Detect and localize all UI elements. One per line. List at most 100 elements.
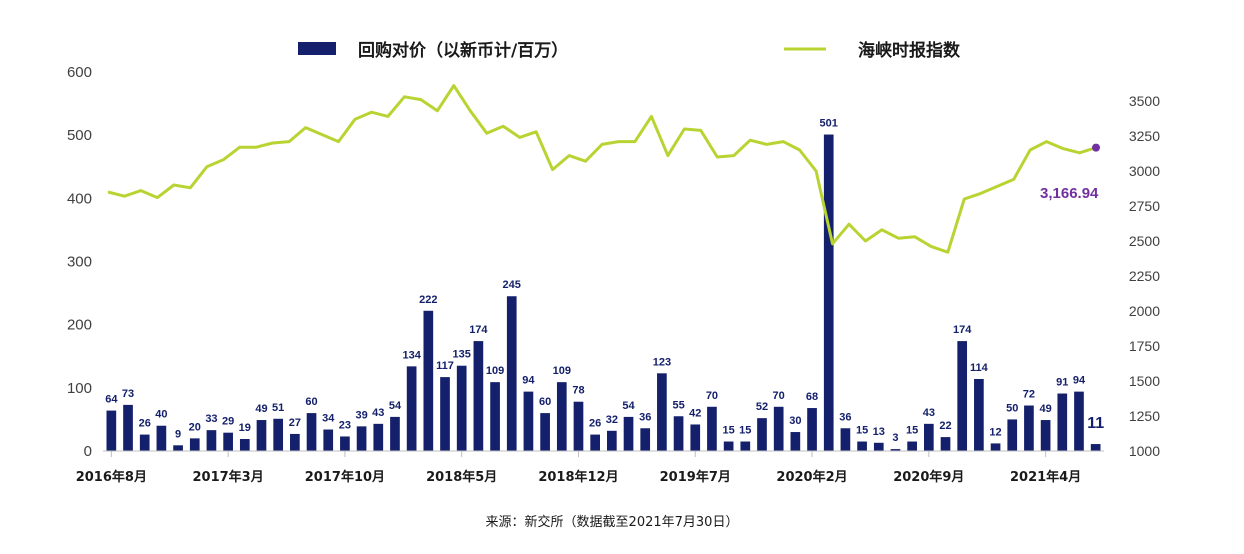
bar-label-38: 15: [739, 425, 751, 437]
bar-label-33: 123: [653, 356, 671, 368]
bar-label-25: 94: [522, 375, 535, 387]
bar-35: [690, 424, 701, 451]
bar-label-59: 11: [1087, 415, 1104, 432]
bar-29: [590, 434, 600, 451]
end-value-annotation: 3,166.94: [1040, 185, 1099, 202]
bar-59: [1090, 444, 1101, 451]
bar-label-2: 26: [139, 418, 151, 430]
bar-8: [239, 439, 250, 451]
bar-label-54: 50: [1006, 402, 1018, 414]
bar-47: [890, 449, 901, 451]
bar-label-22: 174: [469, 324, 488, 336]
bar-22: [473, 341, 484, 451]
bar-40: [773, 406, 784, 451]
bar-label-27: 109: [553, 365, 571, 377]
bar-label-49: 43: [923, 407, 935, 419]
bar-label-39: 52: [756, 401, 768, 413]
bar-label-5: 20: [189, 421, 201, 433]
bar-27: [556, 382, 567, 451]
bar-label-15: 39: [355, 409, 367, 421]
bar-43: [823, 134, 834, 452]
bar-41: [790, 432, 801, 451]
bar-38: [740, 441, 751, 451]
bar-11: [290, 433, 300, 451]
bar-label-7: 29: [222, 416, 234, 428]
bar-31: [623, 416, 634, 451]
bar-label-29: 26: [589, 418, 601, 430]
bar-45: [857, 441, 867, 451]
sti-end-marker: [1092, 143, 1100, 152]
buyback-bars: [106, 134, 1101, 452]
bar-2: [139, 434, 150, 451]
bar-50: [940, 437, 951, 451]
bar-label-18: 134: [402, 349, 421, 361]
bar-label-23: 109: [486, 365, 504, 377]
bar-label-20: 117: [436, 360, 454, 372]
bar-4: [173, 445, 183, 451]
bar-label-17: 54: [389, 400, 402, 412]
bar-30: [607, 430, 617, 451]
x-tick-label-4: 2018年12月: [538, 469, 618, 485]
bar-53: [990, 443, 1001, 451]
bar-52: [974, 378, 984, 451]
bar-42: [807, 408, 817, 451]
x-tick-label-8: 2021年4月: [1010, 469, 1081, 485]
right-axis-tick-0: 1000: [1129, 443, 1160, 459]
bar-label-1: 73: [122, 388, 134, 400]
right-axis-tick-1: 1250: [1129, 408, 1160, 424]
bar-51: [957, 341, 968, 451]
bar-12: [306, 413, 317, 451]
bar-label-11: 27: [289, 417, 301, 429]
bar-46: [873, 442, 884, 451]
bar-label-40: 70: [773, 390, 785, 402]
bar-36: [707, 406, 717, 451]
bar-57: [1057, 393, 1068, 451]
right-axis-tick-9: 3250: [1129, 128, 1160, 144]
bar-label-10: 51: [272, 402, 284, 414]
bar-48: [907, 441, 917, 451]
bar-label-37: 15: [723, 425, 735, 437]
bar-label-19: 222: [419, 294, 437, 306]
bar-label-8: 19: [239, 422, 251, 434]
bar-10: [273, 418, 284, 451]
bar-label-4: 9: [175, 428, 181, 440]
right-axis-tick-6: 2500: [1129, 233, 1160, 249]
bar-label-35: 42: [689, 407, 701, 419]
bar-label-3: 40: [155, 409, 167, 421]
bar-44: [840, 428, 851, 451]
bar-20: [440, 377, 450, 451]
bar-label-12: 60: [305, 396, 317, 408]
bar-label-31: 54: [622, 400, 635, 412]
legend-bar-label: 回购对价（以新币计/百万）: [358, 40, 568, 61]
bar-label-13: 34: [322, 413, 335, 425]
bar-label-51: 174: [953, 324, 972, 336]
bar-label-46: 13: [873, 426, 885, 438]
bar-label-6: 33: [205, 413, 217, 425]
bar-34: [673, 416, 684, 451]
bar-label-14: 23: [339, 419, 351, 431]
left-axis-tick-0: 0: [84, 443, 92, 460]
left-y-axis: 0 100 200 300 400 500 600: [67, 64, 92, 460]
bar-58: [1074, 391, 1084, 451]
bar-label-55: 72: [1023, 389, 1035, 401]
left-axis-tick-3: 300: [67, 254, 92, 271]
bar-label-36: 70: [706, 390, 718, 402]
legend-line-label: 海峡时报指数: [858, 40, 961, 61]
bar-39: [757, 418, 767, 451]
x-tick-label-6: 2020年2月: [776, 469, 847, 485]
bar-23: [490, 382, 500, 451]
right-axis-tick-2: 1500: [1129, 373, 1160, 389]
bar-label-47: 3: [892, 432, 898, 444]
bar-label-28: 78: [572, 385, 584, 397]
bar-37: [723, 441, 734, 451]
right-axis-tick-10: 3500: [1129, 93, 1160, 109]
bar-33: [657, 373, 667, 451]
bar-56: [1040, 420, 1051, 451]
right-axis-tick-8: 3000: [1129, 163, 1160, 179]
right-axis-tick-4: 2000: [1129, 303, 1160, 319]
bar-label-50: 22: [939, 420, 951, 432]
bar-0: [106, 410, 117, 451]
bar-label-41: 30: [789, 415, 801, 427]
bar-15: [356, 426, 367, 451]
